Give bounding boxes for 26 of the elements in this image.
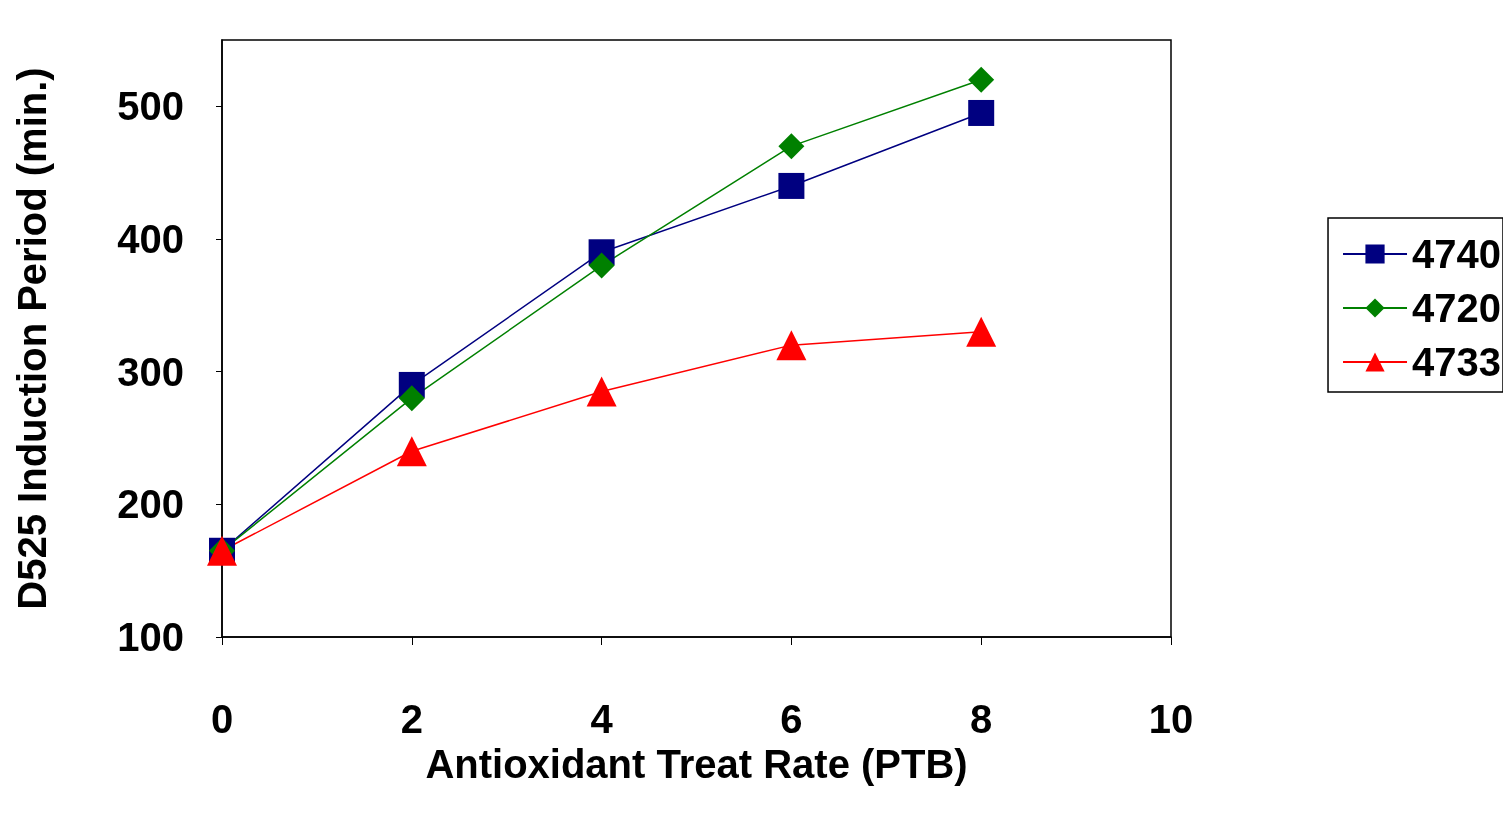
x-tick-label: 6	[780, 697, 803, 741]
y-tick-label: 400	[117, 217, 184, 261]
x-tick-label: 8	[970, 697, 993, 741]
point	[778, 133, 805, 160]
y-axis-title: D525 Induction Period (min.)	[10, 67, 54, 610]
point	[778, 172, 805, 199]
point	[968, 66, 995, 93]
point	[586, 376, 617, 407]
y-tick-label: 300	[117, 349, 184, 394]
legend-label: 4720	[1412, 286, 1501, 330]
x-tick-label: 0	[210, 697, 234, 741]
x-tick-label: 10	[1148, 697, 1194, 741]
y-tick-label: 100	[117, 615, 184, 659]
point	[588, 252, 615, 279]
x-tick-label: 2	[400, 697, 423, 741]
point	[776, 330, 807, 361]
y-tick-label: 500	[117, 84, 184, 129]
point	[966, 316, 997, 347]
legend-label: 4740	[1412, 232, 1501, 276]
point	[968, 99, 995, 126]
x-tick-label: 4	[590, 697, 614, 741]
point	[398, 385, 425, 412]
y-tick-label: 200	[117, 482, 184, 527]
legend-label: 4733	[1412, 340, 1501, 384]
point	[396, 436, 427, 467]
x-axis-title: Antioxidant Treat Rate (PTB)	[425, 741, 968, 786]
